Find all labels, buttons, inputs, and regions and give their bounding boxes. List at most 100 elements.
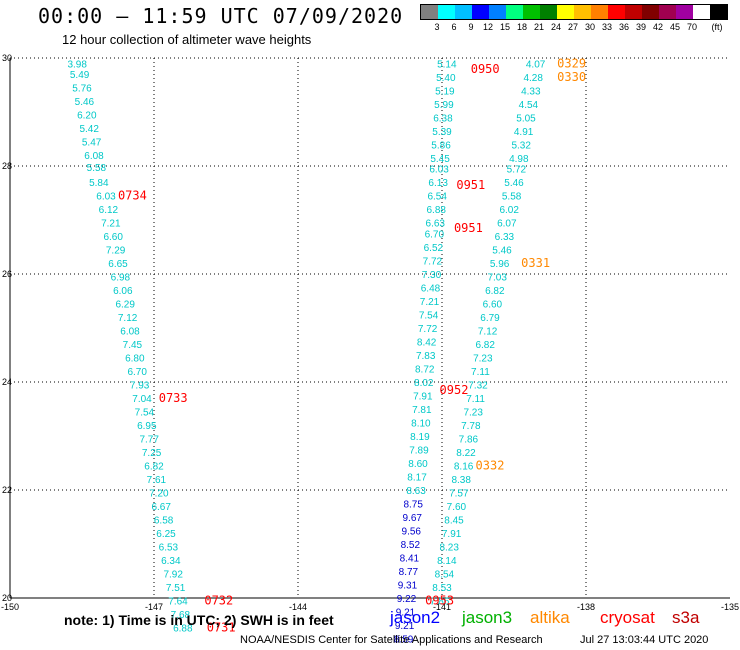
- x-tick-label: -138: [577, 602, 595, 612]
- wave-height-value: 7.60: [447, 502, 467, 513]
- wave-height-value: 7.78: [461, 421, 481, 432]
- wave-height-value: 7.25: [142, 448, 162, 459]
- pass-time-label: 0950: [471, 62, 500, 76]
- satellite-legend-altika: altika: [530, 608, 570, 627]
- y-tick-label: 22: [2, 485, 12, 495]
- x-tick-label: -150: [1, 602, 19, 612]
- wave-height-value: 6.82: [144, 462, 164, 473]
- colorbar-swatch: [659, 5, 676, 19]
- colorbar-label: 21: [533, 22, 545, 32]
- wave-height-value: 8.22: [456, 448, 476, 459]
- colorbar-label: (ft): [711, 22, 723, 32]
- wave-height-value: 6.79: [480, 313, 500, 324]
- wave-height-value: 6.88: [173, 624, 193, 635]
- pass-time-label: 0951: [454, 221, 483, 235]
- wave-height-value: 9.56: [402, 527, 422, 538]
- wave-height-value: 7.23: [463, 408, 483, 419]
- satellite-legend-cryosat: cryosat: [600, 608, 655, 627]
- colorbar-swatch: [489, 5, 506, 19]
- wave-height-value: 7.72: [423, 257, 443, 268]
- wave-height-value: 8.60: [408, 459, 428, 470]
- note-text: note: 1) Time is in UTC; 2) SWH is in fe…: [64, 612, 334, 628]
- footer-credit: NOAA/NESDIS Center for Satellite Applica…: [240, 634, 543, 646]
- wave-height-value: 8.17: [407, 473, 427, 484]
- colorbar-labels: 3 6 9 12 15 18 21 24 27 30 33 36 39 42 45 70 (ft): [420, 20, 728, 34]
- wave-height-value: 6.25: [156, 529, 176, 540]
- wave-height-value: 7.03: [487, 273, 507, 284]
- colorbar-label: 12: [482, 22, 494, 32]
- wave-height-value: 5.46: [492, 246, 512, 257]
- wave-height-value: 6.12: [99, 205, 119, 216]
- wave-height-value: 6.03: [96, 192, 116, 203]
- wave-height-value: 8.75: [403, 500, 423, 511]
- satellite-legend-jason2: jason2: [390, 608, 441, 627]
- wave-height-value: 6.29: [115, 300, 135, 311]
- wave-height-value: 5.86: [431, 140, 451, 151]
- y-tick-label: 24: [2, 377, 12, 387]
- wave-height-value: 6.07: [497, 219, 517, 230]
- wave-height-value: 7.89: [409, 446, 429, 457]
- y-tick-label: 28: [2, 161, 12, 171]
- wave-height-value: 7.20: [149, 489, 169, 500]
- satellite-legend-s3a: s3a: [672, 608, 700, 627]
- wave-height-value: 6.54: [427, 192, 447, 203]
- wave-height-value: 7.51: [166, 583, 186, 594]
- colorbar-label: 36: [618, 22, 630, 32]
- wave-height-value: 5.84: [89, 178, 109, 189]
- wave-height-value: 6.95: [137, 421, 157, 432]
- wave-height-value: 7.11: [471, 367, 490, 378]
- colorbar-label: 42: [652, 22, 664, 32]
- wave-height-value: 6.63: [426, 219, 446, 230]
- wave-height-value: 8.14: [437, 556, 457, 567]
- wave-height-value: 7.86: [459, 435, 479, 446]
- wave-height-value: 9.22: [397, 594, 417, 605]
- wave-height-value: 6.48: [421, 284, 441, 295]
- pass-time-label: 0952: [440, 383, 469, 397]
- wave-height-value: 7.72: [418, 324, 438, 335]
- chart-subtitle: 12 hour collection of altimeter wave hei…: [62, 32, 312, 47]
- colorbar-swatch: [574, 5, 591, 19]
- colorbar-label: 33: [601, 22, 613, 32]
- wave-height-value: 5.40: [436, 73, 456, 84]
- colorbar-swatch: [557, 5, 574, 19]
- x-tick-label: -141: [433, 602, 451, 612]
- colorbar-label: 6: [451, 22, 457, 32]
- wave-height-value: 6.82: [485, 286, 505, 297]
- wave-height-value: 6.03: [429, 165, 449, 176]
- satellite-legend-jason3: jason3: [462, 608, 513, 627]
- chart-title: 00:00 – 11:59 UTC 07/09/2020: [38, 4, 404, 28]
- wave-height-value: 8.41: [400, 554, 420, 565]
- wave-height-value: 8.45: [444, 516, 464, 527]
- wave-height-value: 7.32: [468, 381, 488, 392]
- x-tick-label: -147: [145, 602, 163, 612]
- wave-height-value: 8.38: [451, 475, 471, 486]
- wave-height-value: 7.92: [163, 570, 183, 581]
- x-tick-label: -144: [289, 602, 307, 612]
- pass-time-label: 0329: [557, 56, 586, 70]
- colorbar-label: 15: [499, 22, 511, 32]
- wave-height-value: 7.61: [147, 475, 167, 486]
- colorbar-label: 30: [584, 22, 596, 32]
- wave-height-value: 9.67: [403, 513, 423, 524]
- wave-height-value: 4.33: [521, 86, 541, 97]
- colorbar-swatch: [455, 5, 472, 19]
- wave-height-value: 8.53: [432, 583, 452, 594]
- wave-height-value: 7.77: [139, 435, 159, 446]
- colorbar-label: 9: [468, 22, 474, 32]
- colorbar-swatch: [625, 5, 642, 19]
- wave-height-value: 8.63: [406, 486, 426, 497]
- pass-time-label: 0953: [425, 594, 454, 608]
- y-tick-label: 30: [2, 53, 12, 63]
- wave-height-value: 5.45: [430, 154, 450, 165]
- pass-time-label: 0732: [204, 594, 233, 608]
- wave-height-value: 6.34: [161, 556, 181, 567]
- wave-height-value: 7.86: [430, 597, 450, 608]
- wave-height-value: 5.58: [87, 163, 107, 174]
- wave-height-value: 6.52: [424, 243, 444, 254]
- colorbar-label: 39: [635, 22, 647, 32]
- wave-height-value: 8.42: [417, 338, 437, 349]
- wave-height-value: 7.54: [419, 311, 439, 322]
- wave-height-value: 5.19: [435, 86, 455, 97]
- wave-height-value: 7.68: [171, 610, 191, 621]
- pass-time-label: 0731: [207, 621, 236, 635]
